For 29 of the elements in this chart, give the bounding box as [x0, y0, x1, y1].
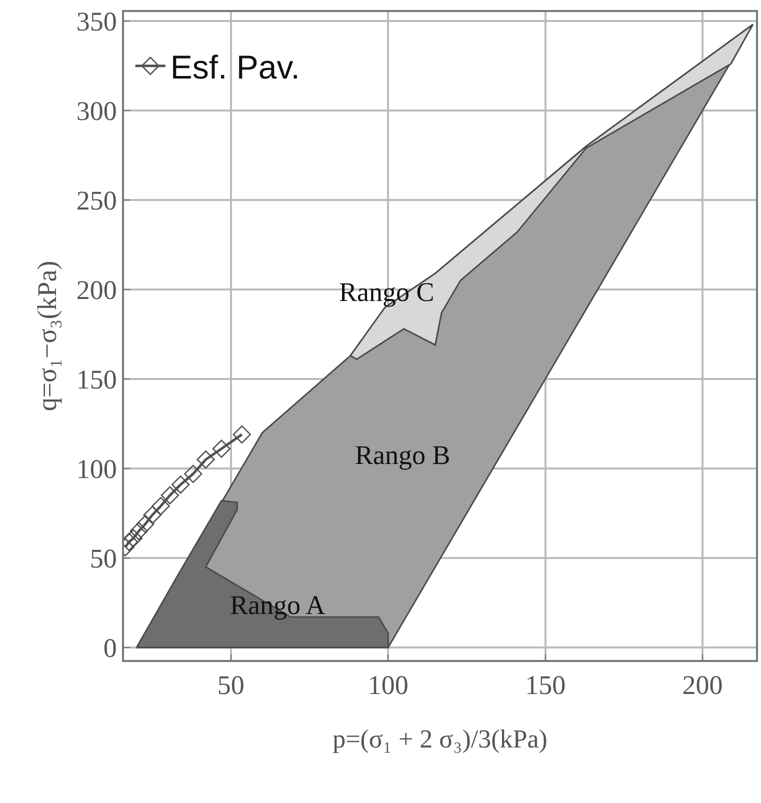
x-tick-label: 100 [368, 670, 408, 700]
x-tick-label: 200 [682, 670, 723, 700]
y-axis-title: q=σ₁−σ₃(kPa) [32, 260, 62, 412]
annotation: Rango A [230, 590, 326, 620]
point [160, 486, 180, 504]
y-tick-label: 150 [76, 364, 117, 394]
legend-label: Esf. Pav. [170, 48, 300, 86]
point [196, 450, 215, 469]
y-tick-label: 200 [76, 274, 117, 305]
y-tick-label: 250 [76, 185, 117, 216]
y-tick-label: 0 [103, 632, 117, 663]
y-tick-label: 50 [90, 543, 117, 574]
x-tick-label: 50 [217, 670, 244, 700]
point [184, 464, 202, 483]
point [143, 506, 162, 524]
annotation: Rango C [339, 277, 434, 307]
y-tick-label: 350 [76, 6, 117, 36]
point [130, 522, 148, 540]
annotation: Rango B [355, 440, 450, 470]
point [124, 529, 143, 548]
point [172, 475, 190, 494]
point [232, 425, 252, 444]
y-tick-label: 100 [76, 454, 117, 484]
y-tick-label: 300 [76, 96, 117, 126]
x-tick-label: 150 [525, 670, 566, 700]
x-axis-title: p=(σ₁ + 2 σ₃)/3(kPa) [332, 724, 548, 754]
point [136, 514, 154, 534]
point [152, 496, 170, 516]
point [212, 440, 231, 458]
